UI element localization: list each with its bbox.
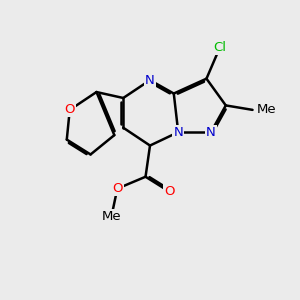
Text: O: O <box>164 185 175 198</box>
Text: N: N <box>173 126 183 139</box>
Text: O: O <box>112 182 123 195</box>
Text: O: O <box>64 103 75 116</box>
Text: Me: Me <box>101 210 121 224</box>
Text: N: N <box>145 74 155 87</box>
Text: N: N <box>206 126 216 139</box>
Text: Cl: Cl <box>213 41 226 54</box>
Text: Me: Me <box>257 103 277 116</box>
